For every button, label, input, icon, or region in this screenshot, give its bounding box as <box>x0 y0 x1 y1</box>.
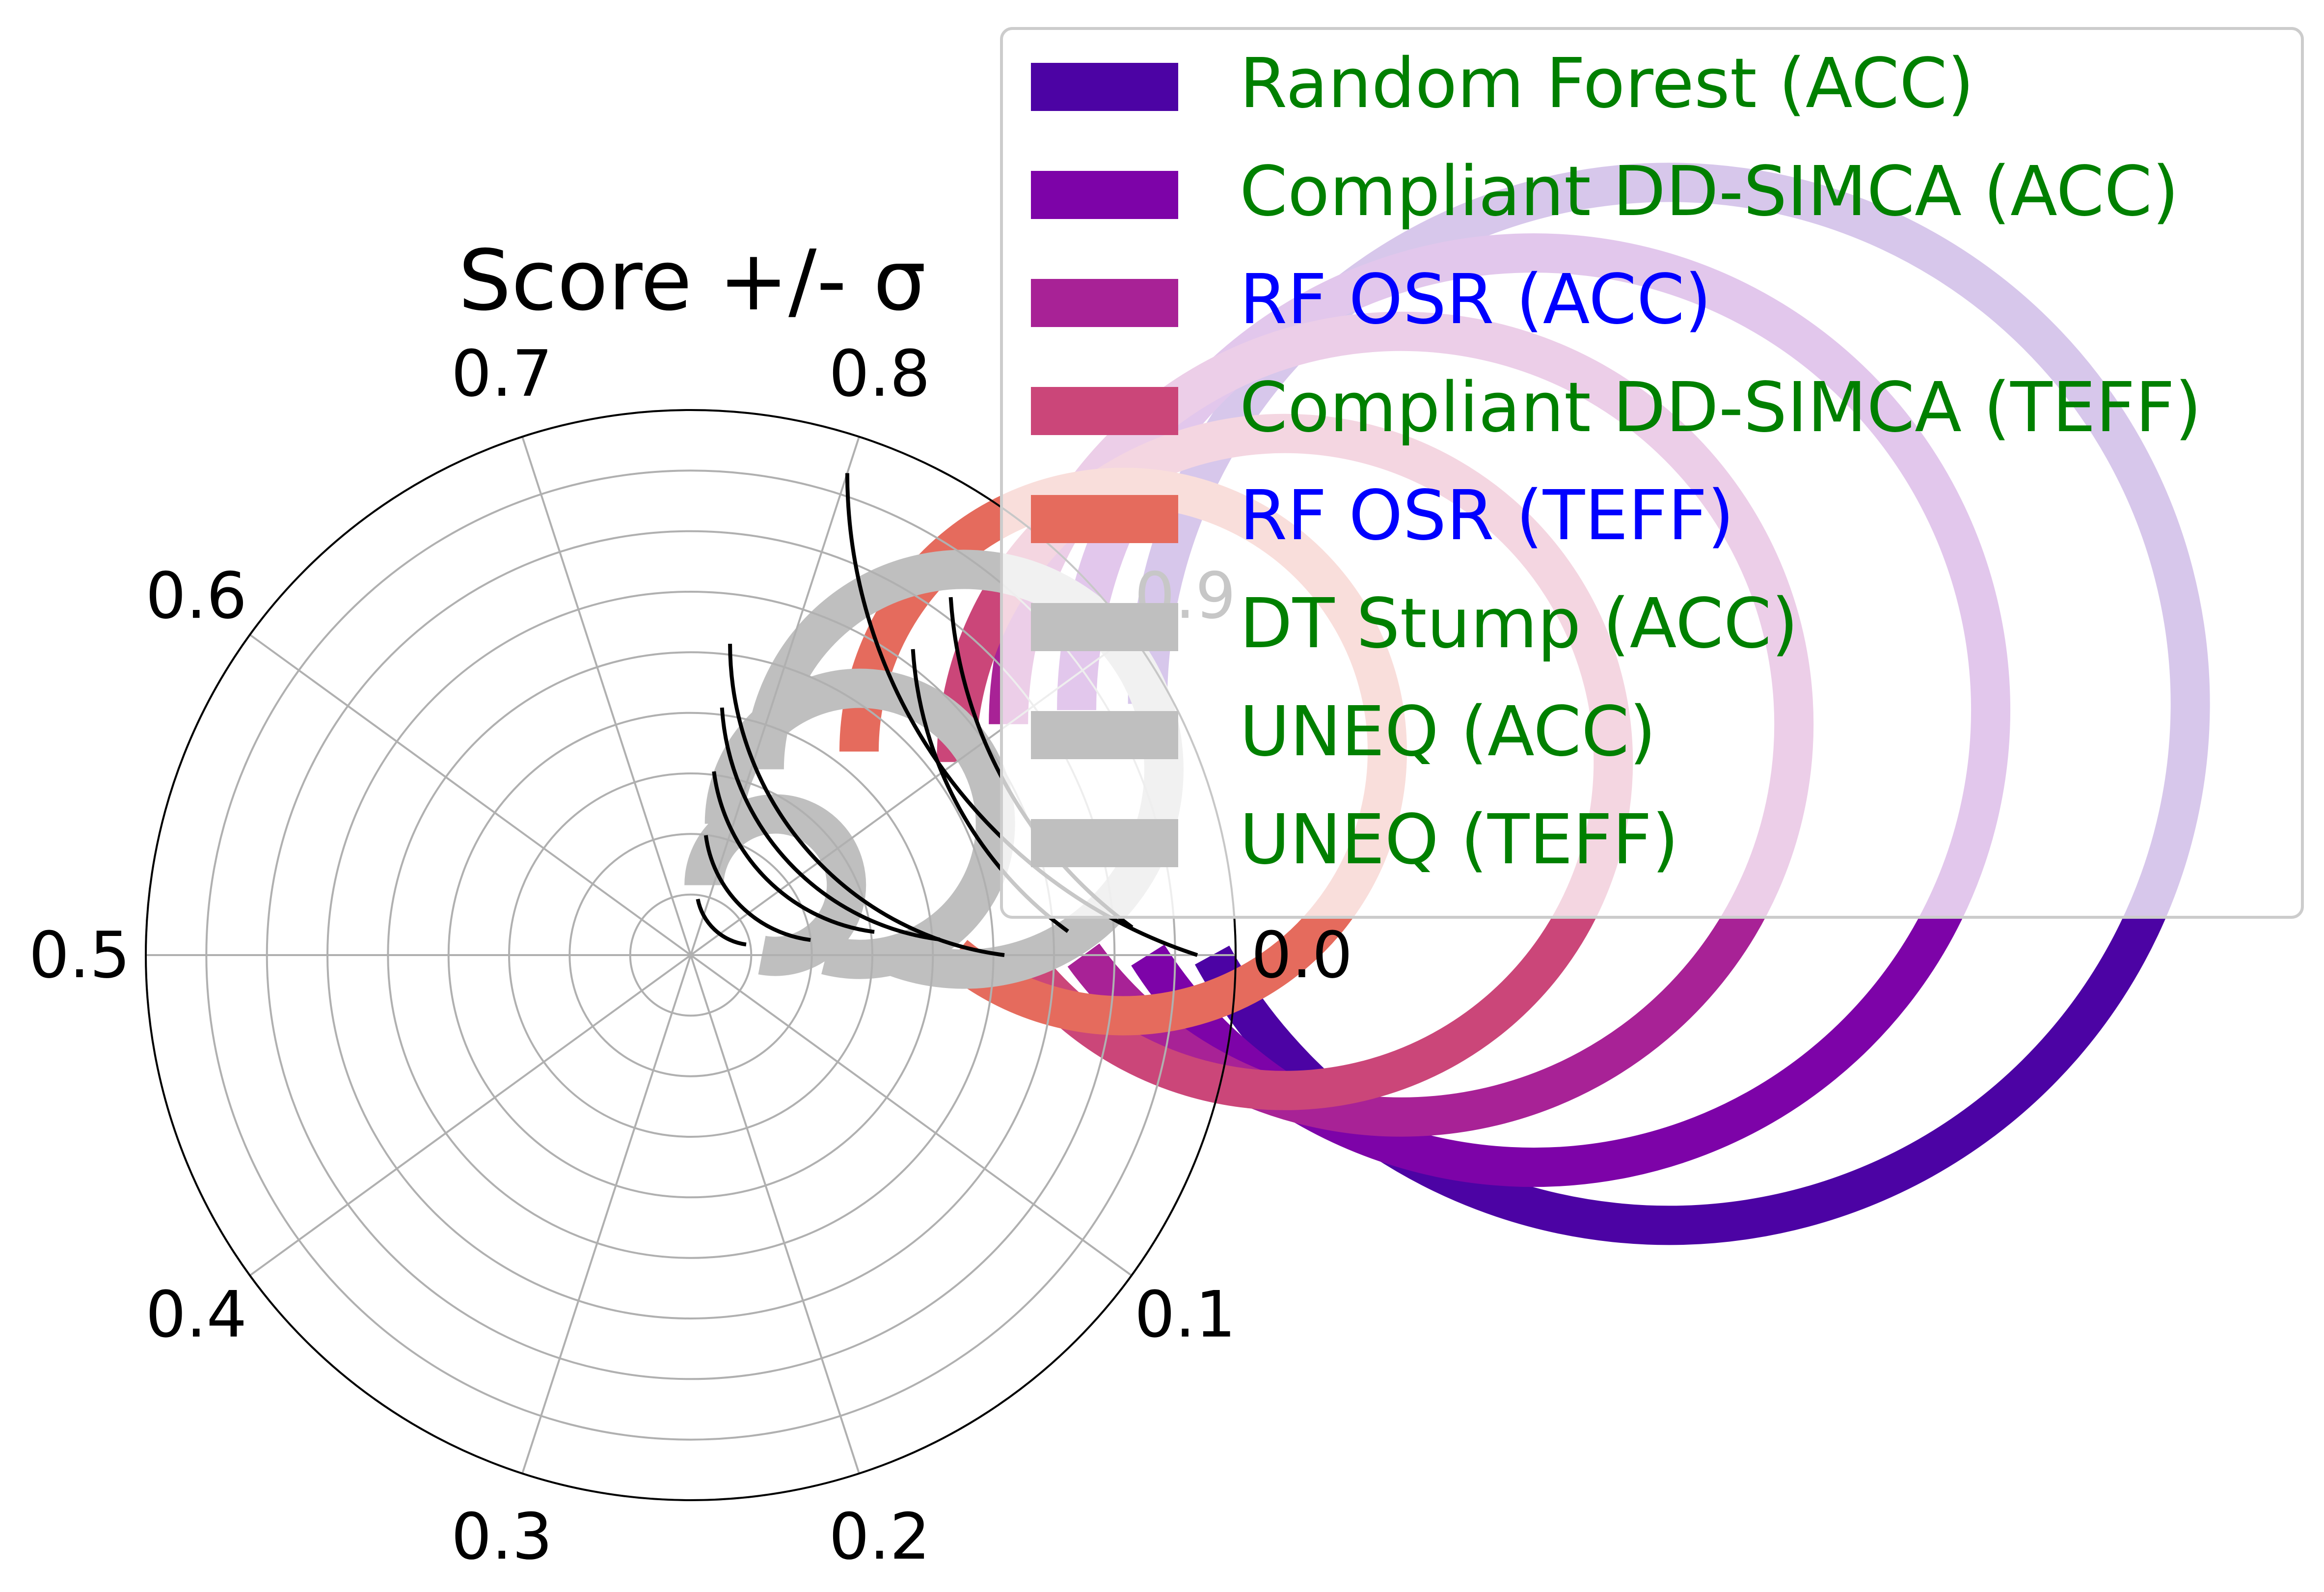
theta-grid-line <box>690 955 860 1474</box>
theta-grid-line <box>249 954 692 1277</box>
legend-label: RF OSR (TEFF) <box>1240 476 1734 556</box>
legend-swatch <box>1031 279 1178 327</box>
theta-tick-label: 0.6 <box>145 558 247 633</box>
legend-swatch <box>1031 603 1178 651</box>
radial-grid-circle <box>508 772 873 1138</box>
theta-tick-label: 0.2 <box>829 1499 930 1574</box>
theta-grid-line <box>521 955 692 1474</box>
theta-grid-line <box>249 633 692 956</box>
radial-grid-circle <box>326 591 1055 1319</box>
legend-label: UNEQ (TEFF) <box>1240 800 1679 880</box>
radial-grid-circle <box>568 833 813 1077</box>
sigma-arc <box>703 835 811 942</box>
polar-frame <box>145 409 1237 1501</box>
theta-tick-label: 0.7 <box>451 336 553 411</box>
theta-tick-label: 0.5 <box>29 918 131 992</box>
legend-swatch <box>1031 171 1178 219</box>
legend-label: RF OSR (ACC) <box>1240 260 1711 340</box>
theta-tick-label: 0.0 <box>1251 918 1353 992</box>
legend-swatch <box>1031 63 1178 111</box>
radial-grid-circle <box>629 893 753 1017</box>
legend-swatch <box>1031 495 1178 543</box>
sigma-arc <box>720 707 940 942</box>
legend-frame <box>1000 27 2304 919</box>
radial-grid-circle <box>266 530 1116 1380</box>
legend-swatch <box>1031 711 1178 759</box>
radial-grid-circle <box>205 469 1176 1441</box>
sigma-arc <box>696 899 747 947</box>
theta-grid-line <box>521 436 692 956</box>
chart-title: Score +/- σ <box>458 232 926 329</box>
theta-tick-label: 0.1 <box>1135 1277 1236 1352</box>
theta-tick-label: 0.4 <box>145 1277 247 1352</box>
legend-label: Random Forest (ACC) <box>1240 44 1974 124</box>
legend-label: Compliant DD-SIMCA (TEFF) <box>1240 368 2202 448</box>
legend-label: DT Stump (ACC) <box>1240 584 1798 664</box>
sigma-arc <box>712 771 875 934</box>
legend-swatch <box>1031 387 1178 435</box>
theta-grid-line <box>690 954 1133 1277</box>
legend-label: Compliant DD-SIMCA (ACC) <box>1240 152 2179 232</box>
theta-tick-label: 0.8 <box>829 336 930 411</box>
theta-tick-label: 0.3 <box>451 1499 553 1574</box>
legend-label: UNEQ (ACC) <box>1240 692 1656 772</box>
legend: Random Forest (ACC) Compliant DD-SIMCA (A… <box>1000 27 2304 919</box>
theta-grid-line <box>690 436 860 956</box>
legend-swatch <box>1031 819 1178 867</box>
radial-grid-circle <box>447 712 934 1199</box>
